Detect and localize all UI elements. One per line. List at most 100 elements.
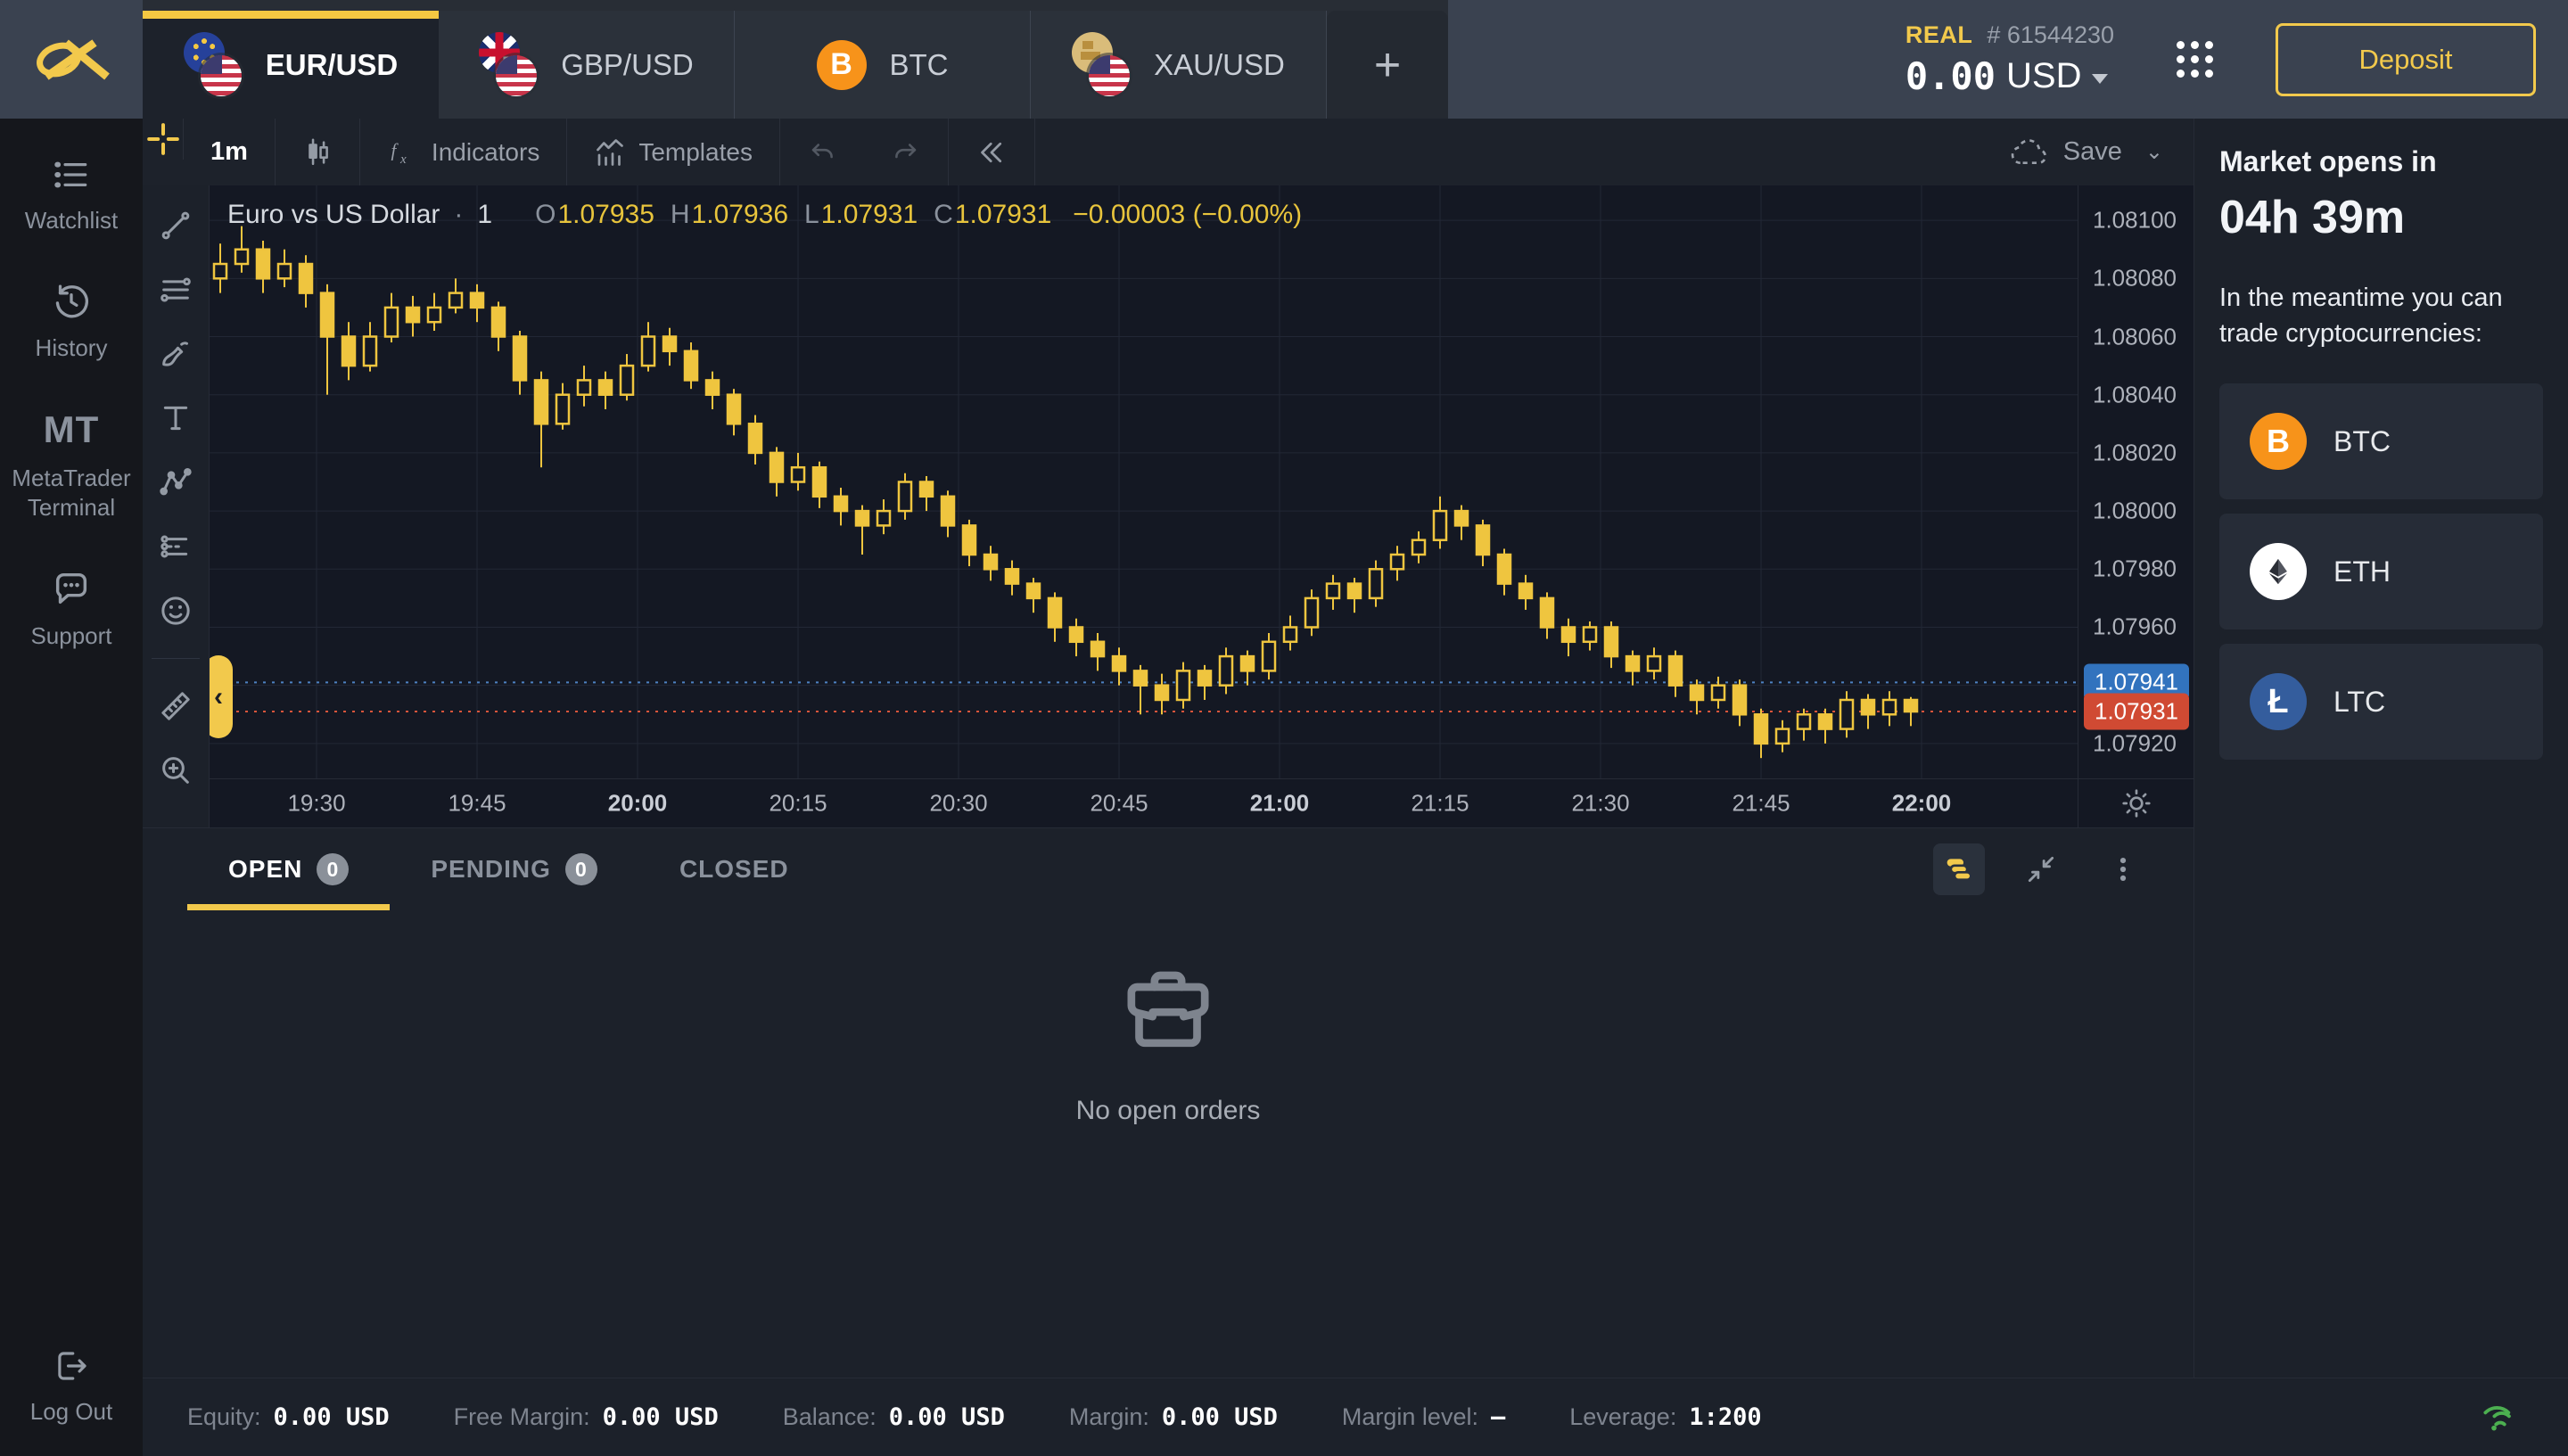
price-axis[interactable]: 1.08100 1.08080 1.08060 1.08040 1.08020 1.080… [2078, 185, 2194, 778]
crypto-card-btc[interactable]: B BTC [2219, 383, 2543, 500]
account-selector[interactable]: REAL # 61544230 0.00 USD [1905, 21, 2114, 98]
projection-tool[interactable] [155, 526, 196, 567]
sidebar: Watchlist History MT MetaTrader Terminal… [0, 0, 143, 1456]
open-count-badge: 0 [317, 853, 350, 885]
measure-tool[interactable] [155, 686, 196, 727]
price-axis-tick: 1.07980 [2093, 555, 2177, 582]
gear-icon [2121, 789, 2151, 818]
trend-line-tool[interactable] [155, 205, 196, 246]
topbar: EUR/USD GBP/USD B BTC XAU/USD [143, 0, 2568, 119]
support-chat-icon [51, 568, 92, 609]
tab-btc[interactable]: B BTC [735, 11, 1031, 119]
chart-settings-button[interactable] [2078, 778, 2194, 827]
eth-icon [2250, 543, 2307, 601]
chart-region: Euro vs US Dollar · 1 O1.07935 H1.07936 … [143, 185, 2194, 827]
time-axis-tick: 22:00 [1891, 789, 1952, 817]
deposit-button[interactable]: Deposit [2276, 22, 2536, 96]
fib-lines-tool[interactable] [155, 269, 196, 310]
tab-eurusd[interactable]: EUR/USD [143, 11, 439, 119]
card-view-button[interactable] [1933, 843, 1985, 895]
crypto-symbol: ETH [2333, 555, 2391, 588]
sidebar-item-label: Support [30, 622, 112, 649]
time-axis[interactable]: 19:30 19:45 20:00 20:15 20:30 20:45 21:00 21:15… [210, 778, 2078, 827]
trade-panel-handle[interactable]: ‹ [210, 655, 233, 739]
price-axis-tick: 1.08020 [2093, 439, 2177, 466]
ohlc-values: O1.07935 H1.07936 L1.07931 C1.07931 −0.0… [535, 200, 1303, 229]
emoji-tool[interactable] [155, 590, 196, 631]
margin-label: Margin: [1068, 1403, 1149, 1430]
chevron-left-icon: ‹ [214, 681, 223, 712]
toolbar-divider [152, 658, 200, 659]
chart-canvas[interactable]: Euro vs US Dollar · 1 O1.07935 H1.07936 … [210, 185, 2078, 778]
crypto-card-eth[interactable]: ETH [2219, 514, 2543, 630]
sidebar-nav: Watchlist History MT MetaTrader Terminal… [0, 119, 143, 651]
sidebar-item-watchlist[interactable]: Watchlist [0, 156, 143, 235]
text-tool[interactable] [155, 398, 196, 439]
zoom-in-tool[interactable] [155, 750, 196, 791]
price-axis-tick: 1.08080 [2093, 264, 2177, 292]
crypto-card-ltc[interactable]: Ł LTC [2219, 644, 2543, 761]
tab-label: OPEN [228, 855, 303, 883]
sidebar-item-support[interactable]: Support [0, 568, 143, 651]
time-axis-tick: 21:30 [1571, 789, 1630, 817]
tab-closed-orders[interactable]: CLOSED [638, 828, 830, 910]
free-margin-label: Free Margin: [453, 1403, 590, 1430]
undo-button[interactable] [780, 119, 864, 185]
templates-button[interactable]: Templates [567, 119, 779, 185]
bid-price-badge: 1.07931 [2084, 693, 2189, 730]
orders-panel: OPEN 0 PENDING 0 CLOSED [143, 827, 2194, 1378]
panel-menu-button[interactable] [2097, 843, 2149, 895]
btc-coin-icon: B [816, 39, 867, 90]
rewind-button[interactable] [949, 119, 1034, 185]
sidebar-item-metatrader[interactable]: MT MetaTrader Terminal [0, 408, 143, 522]
connection-status-icon [2483, 1405, 2511, 1430]
candlestick-chart[interactable] [210, 185, 2078, 778]
empty-orders-state: No open orders [143, 910, 2194, 1378]
price-axis-tick: 1.08000 [2093, 497, 2177, 524]
account-currency: USD [2006, 55, 2082, 95]
logout-button[interactable]: Log Out [0, 1347, 143, 1456]
svg-text:x: x [399, 152, 407, 167]
drawing-toolbar [143, 185, 210, 827]
price-axis-tick: 1.08100 [2093, 206, 2177, 234]
history-icon [52, 282, 91, 321]
apps-grid-button[interactable] [2177, 41, 2213, 78]
brush-tool[interactable] [155, 333, 196, 374]
crosshair-tool-button[interactable] [143, 119, 184, 160]
balance-value: 0.00 USD [888, 1403, 1005, 1431]
add-instrument-tab-button[interactable]: + [1327, 11, 1448, 119]
collapse-panel-button[interactable] [2015, 843, 2067, 895]
margin-level-label: Margin level: [1341, 1403, 1478, 1430]
time-axis-tick: 21:15 [1411, 789, 1469, 817]
chart-style-button[interactable] [276, 119, 359, 185]
symbol-title: Euro vs US Dollar [227, 200, 440, 229]
kebab-menu-icon [2119, 857, 2127, 882]
tab-pending-orders[interactable]: PENDING 0 [390, 828, 638, 910]
save-layout-button[interactable]: Save ⌄ [1980, 119, 2194, 185]
margin-level-value: – [1490, 1403, 1506, 1431]
crypto-list: B BTC ETH Ł LTC [2219, 383, 2543, 761]
time-axis-tick: 20:30 [929, 789, 988, 817]
cloud-save-icon [2011, 138, 2046, 164]
tab-open-orders[interactable]: OPEN 0 [187, 828, 391, 910]
pattern-tool[interactable] [155, 462, 196, 503]
main-area: EUR/USD GBP/USD B BTC XAU/USD [143, 0, 2568, 1456]
time-axis-tick: 21:00 [1249, 789, 1310, 817]
timeframe-button[interactable]: 1m [210, 137, 248, 166]
price-change: −0.00003 (−0.00%) [1073, 200, 1303, 229]
watchlist-icon [53, 156, 90, 193]
logout-label: Log Out [29, 1397, 113, 1425]
sidebar-item-label: History [35, 333, 108, 361]
brand-logo[interactable] [0, 0, 143, 119]
tab-xauusd[interactable]: XAU/USD [1031, 11, 1327, 119]
topbar-right: REAL # 61544230 0.00 USD Deposit [1448, 0, 2568, 119]
sidebar-item-history[interactable]: History [0, 282, 143, 363]
svg-text:f: f [391, 139, 399, 160]
plus-icon: + [1373, 38, 1402, 91]
redo-button[interactable] [864, 119, 948, 185]
tab-gbpusd[interactable]: GBP/USD [439, 11, 735, 119]
chart-legend: Euro vs US Dollar · 1 O1.07935 H1.07936 … [227, 200, 1303, 229]
metatrader-icon: MT [43, 408, 100, 450]
